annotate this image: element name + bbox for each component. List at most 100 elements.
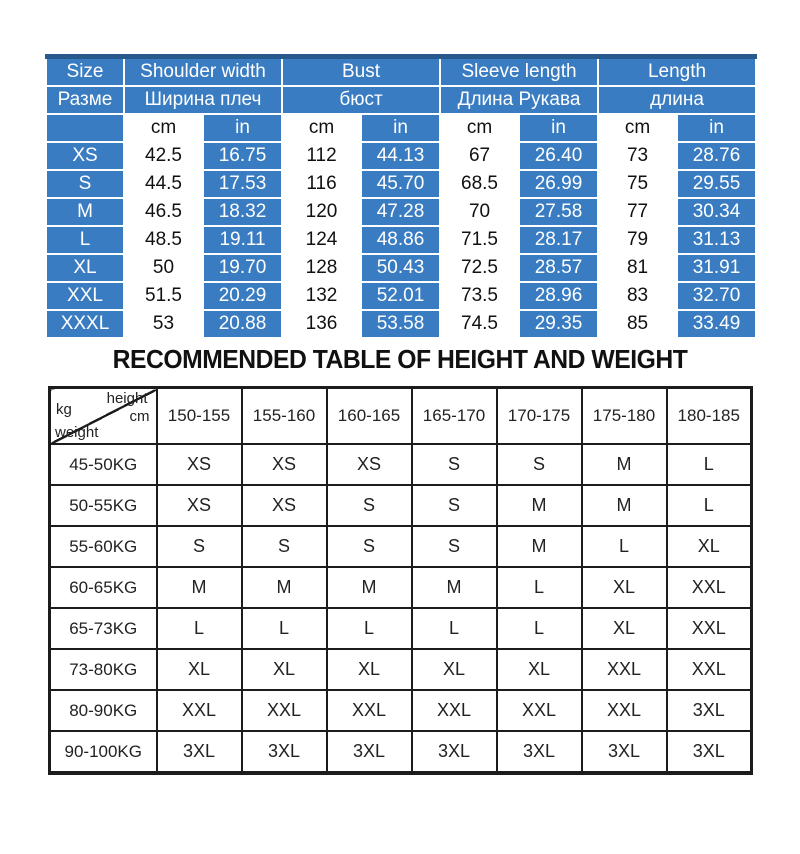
recommended-size-cell: XS — [155, 443, 243, 486]
recommended-size-cell: XXL — [240, 689, 328, 732]
in-value-cell: 29.35 — [518, 309, 600, 339]
size-table-row: XL 50 19.70 128 50.43 72.5 28.57 81 31.91 — [45, 253, 758, 283]
recommended-size-cell: XL — [240, 648, 328, 691]
recommended-size-cell: XXL — [580, 689, 668, 732]
header-sleeve-length-ru: Длина Рукава — [439, 85, 600, 115]
cm-value-cell: 136 — [281, 309, 363, 339]
cm-value-cell: 48.5 — [123, 225, 204, 255]
in-value-cell: 19.11 — [201, 225, 284, 255]
recommended-size-cell: L — [240, 607, 328, 650]
recommended-size-cell: XXL — [325, 689, 413, 732]
cm-value-cell: 73.5 — [439, 281, 521, 311]
cm-value-cell: 44.5 — [123, 169, 204, 199]
units-empty-cell — [45, 113, 125, 143]
recommended-size-cell: 3XL — [665, 730, 753, 774]
in-value-cell: 50.43 — [360, 253, 442, 283]
cm-value-cell: 132 — [281, 281, 363, 311]
size-chart-table: Size Shoulder width Bust Sleeve length L… — [45, 54, 758, 339]
unit-in-label: in — [518, 113, 600, 143]
header-bust-en: Bust — [281, 55, 442, 87]
hw-table-row: 60-65KG M M M M L XL XXL — [48, 566, 753, 609]
recommended-size-cell: 3XL — [495, 730, 583, 774]
unit-cm-label: cm — [439, 113, 521, 143]
in-value-cell: 30.34 — [676, 197, 758, 227]
in-value-cell: 48.86 — [360, 225, 442, 255]
unit-cm-label: cm — [123, 113, 204, 143]
height-range-header: 170-175 — [495, 386, 583, 445]
in-value-cell: 26.99 — [518, 169, 600, 199]
recommended-size-cell: M — [495, 525, 583, 568]
height-range-header: 150-155 — [155, 386, 243, 445]
in-value-cell: 20.29 — [201, 281, 284, 311]
cm-value-cell: 70 — [439, 197, 521, 227]
size-table-header-en: Size Shoulder width Bust Sleeve length L… — [45, 55, 758, 87]
recommended-size-cell: L — [325, 607, 413, 650]
recommended-size-cell: L — [155, 607, 243, 650]
weight-range-cell: 60-65KG — [48, 566, 158, 609]
size-table-row: XS 42.5 16.75 112 44.13 67 26.40 73 28.76 — [45, 141, 758, 171]
cm-value-cell: 67 — [439, 141, 521, 171]
size-table-units-row: cm in cm in cm in cm in — [45, 113, 758, 143]
recommended-size-cell: S — [410, 443, 498, 486]
in-value-cell: 53.58 — [360, 309, 442, 339]
in-value-cell: 26.40 — [518, 141, 600, 171]
recommended-size-cell: 3XL — [325, 730, 413, 774]
hw-table-row: 45-50KG XS XS XS S S M L — [48, 443, 753, 486]
in-value-cell: 28.17 — [518, 225, 600, 255]
corner-height-label: height — [106, 390, 148, 407]
weight-range-cell: 45-50KG — [48, 443, 158, 486]
in-value-cell: 44.13 — [360, 141, 442, 171]
cm-value-cell: 73 — [597, 141, 679, 171]
unit-cm-label: cm — [281, 113, 363, 143]
recommended-size-cell: L — [580, 525, 668, 568]
recommended-size-cell: XL — [580, 566, 668, 609]
in-value-cell: 16.75 — [201, 141, 284, 171]
recommended-size-cell: XS — [155, 484, 243, 527]
height-range-header: 180-185 — [665, 386, 753, 445]
size-table-row: XXXL 53 20.88 136 53.58 74.5 29.35 85 33.49 — [45, 309, 758, 339]
size-label-cell: XS — [45, 141, 125, 171]
size-table-row: S 44.5 17.53 116 45.70 68.5 26.99 75 29.55 — [45, 169, 758, 199]
cm-value-cell: 71.5 — [439, 225, 521, 255]
recommended-size-cell: M — [155, 566, 243, 609]
recommended-size-cell: XXL — [665, 648, 753, 691]
size-table-body: XS 42.5 16.75 112 44.13 67 26.40 73 28.76 S 44.5 17… — [45, 141, 758, 339]
header-bust-ru: бюст — [281, 85, 442, 115]
recommended-size-cell: S — [410, 484, 498, 527]
in-value-cell: 31.13 — [676, 225, 758, 255]
hw-table-row: 50-55KG XS XS S S M M L — [48, 484, 753, 527]
in-value-cell: 33.49 — [676, 309, 758, 339]
weight-range-cell: 80-90KG — [48, 689, 158, 732]
cm-value-cell: 74.5 — [439, 309, 521, 339]
hw-table-row: 90-100KG 3XL 3XL 3XL 3XL 3XL 3XL 3XL — [48, 730, 753, 774]
corner-cm-label: cm — [129, 408, 150, 425]
recommended-size-cell: M — [240, 566, 328, 609]
cm-value-cell: 72.5 — [439, 253, 521, 283]
recommended-size-cell: 3XL — [410, 730, 498, 774]
cm-value-cell: 124 — [281, 225, 363, 255]
cm-value-cell: 120 — [281, 197, 363, 227]
size-label-cell: L — [45, 225, 125, 255]
recommended-size-cell: L — [410, 607, 498, 650]
recommended-size-cell: XL — [410, 648, 498, 691]
recommended-size-cell: 3XL — [240, 730, 328, 774]
recommended-size-cell: XXL — [580, 648, 668, 691]
height-weight-table: height cm kg weight 150-155 155-160 160-16… — [48, 386, 753, 775]
recommended-size-cell: XXL — [665, 607, 753, 650]
height-range-header: 160-165 — [325, 386, 413, 445]
cm-value-cell: 75 — [597, 169, 679, 199]
height-range-header: 165-170 — [410, 386, 498, 445]
corner-cell: height cm kg weight — [48, 386, 158, 445]
size-table-row: XXL 51.5 20.29 132 52.01 73.5 28.96 83 32.70 — [45, 281, 758, 311]
size-table-header-ru: Разме Ширина плеч бюст Длина Рукава длин… — [45, 85, 758, 115]
weight-range-cell: 65-73KG — [48, 607, 158, 650]
cm-value-cell: 85 — [597, 309, 679, 339]
cm-value-cell: 53 — [123, 309, 204, 339]
corner-kg-label: kg — [56, 401, 72, 418]
recommended-size-cell: 3XL — [580, 730, 668, 774]
recommended-size-cell: XXL — [410, 689, 498, 732]
cm-value-cell: 77 — [597, 197, 679, 227]
recommended-size-cell: XL — [665, 525, 753, 568]
recommended-size-cell: L — [665, 443, 753, 486]
in-value-cell: 19.70 — [201, 253, 284, 283]
